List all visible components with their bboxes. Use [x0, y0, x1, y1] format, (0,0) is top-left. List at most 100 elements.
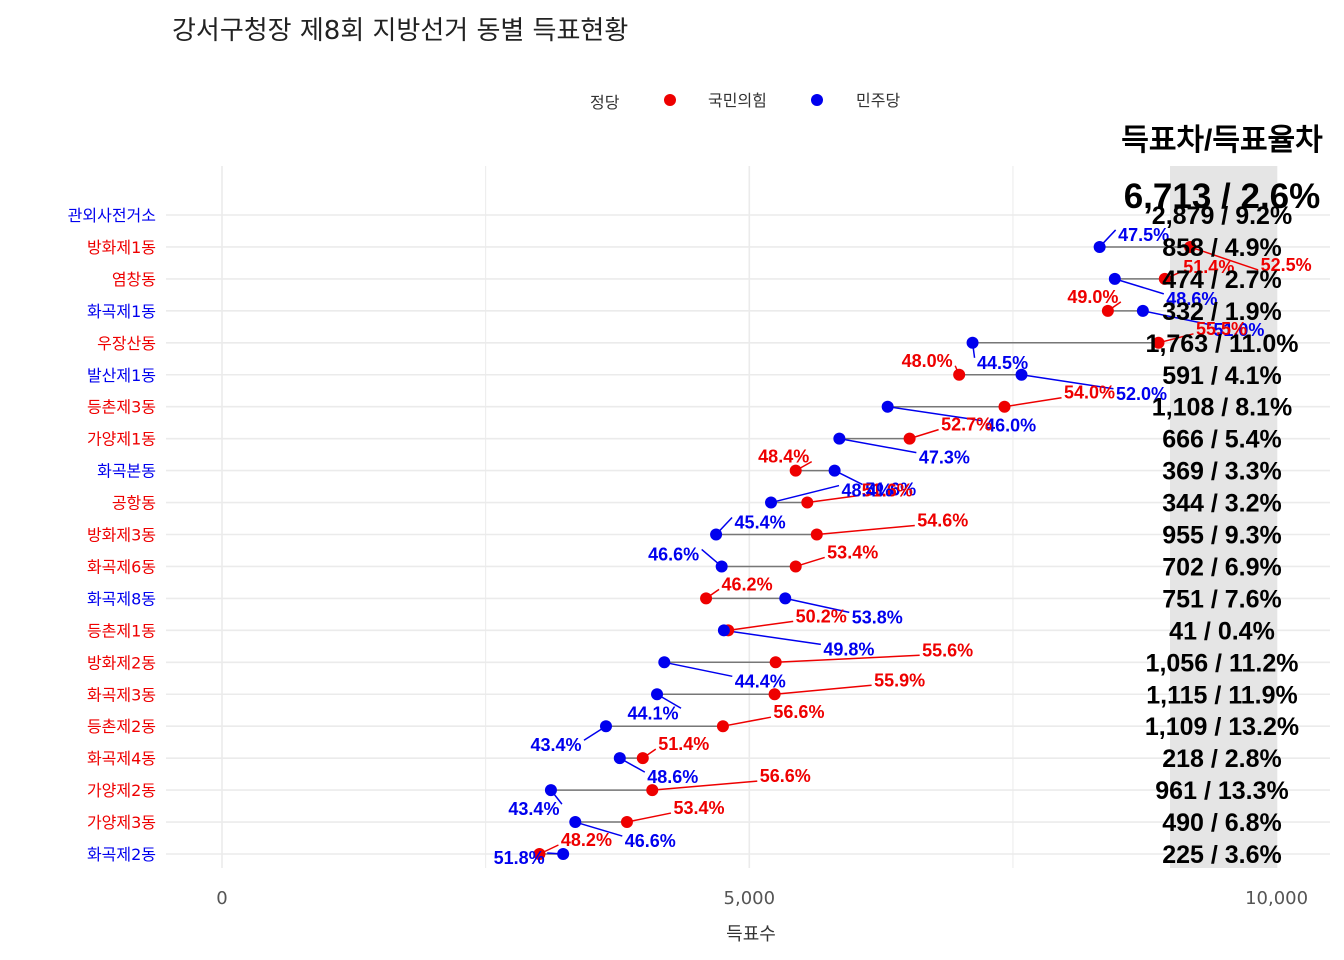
- dem-vote-point: [658, 656, 671, 669]
- dem-vote-point: [557, 848, 570, 860]
- ppp-percent-label: 51.4%: [658, 734, 709, 754]
- gap-label: 344 / 3.2%: [1162, 490, 1282, 518]
- ppp-label-leader: [722, 716, 772, 727]
- dem-percent-label: 51.0%: [1213, 320, 1264, 340]
- gap-label: 858 / 4.9%: [1162, 234, 1282, 262]
- dong-label: 화곡제8동: [87, 589, 156, 608]
- gap-label: 702 / 6.9%: [1162, 553, 1282, 581]
- dem-label-leader: [770, 484, 840, 504]
- ppp-vote-point: [700, 592, 713, 605]
- gap-labels: 2,879 / 9.2% 858 / 4.9% 474 / 2.7% 332 / 1.…: [1145, 202, 1299, 869]
- dem-percent-label: 47.5%: [1118, 225, 1169, 245]
- dong-label: 화곡제6동: [87, 557, 156, 576]
- dem-label-leader: [1114, 278, 1165, 295]
- dem-vote-point: [613, 752, 626, 765]
- gap-label: 1,056 / 11.2%: [1146, 649, 1299, 677]
- dong-label: 관외사전거소: [68, 206, 156, 225]
- ppp-percent-label: 48.0%: [902, 351, 953, 371]
- legend-title: 정당: [590, 93, 620, 112]
- gap-label: 751 / 7.6%: [1162, 585, 1282, 613]
- ppp-label-leader: [652, 780, 758, 791]
- ppp-label-leader: [1158, 333, 1194, 344]
- dem-vote-point: [717, 624, 730, 637]
- ppp-vote-point: [768, 688, 781, 701]
- dem-percent-label: 44.5%: [977, 353, 1028, 373]
- ppp-vote-point: [1184, 240, 1197, 253]
- dong-label: 발산제1동: [87, 366, 156, 385]
- ppp-percent-label: 54.6%: [917, 511, 968, 531]
- dem-label-leader: [887, 405, 983, 422]
- dem-vote-point: [779, 592, 792, 605]
- ppp-vote-point: [646, 784, 659, 797]
- legend-marker-dem: [811, 94, 823, 106]
- ppp-vote-point: [810, 528, 823, 541]
- dem-vote-point: [715, 560, 728, 573]
- dem-percent-label: 43.4%: [530, 735, 581, 755]
- gap-label: 666 / 5.4%: [1162, 426, 1282, 454]
- total-gap-label: 6,713 / 2.6%: [1124, 177, 1321, 216]
- dem-label-leader: [785, 597, 850, 614]
- dong-label: 방화제1동: [87, 238, 156, 257]
- dem-percent-label: 48.6%: [1166, 289, 1217, 309]
- ppp-label-leader: [816, 524, 915, 536]
- ppp-label-leader: [728, 620, 794, 632]
- chart-title: 강서구청장 제8회 지방선거 동별 득표현황: [172, 16, 628, 46]
- gap-label: 1,108 / 8.1%: [1152, 394, 1292, 422]
- dem-vote-point: [1015, 368, 1028, 381]
- ppp-label-leader: [807, 494, 860, 504]
- dem-percent-label: 44.1%: [627, 703, 678, 723]
- dem-vote-point: [881, 400, 894, 413]
- ppp-vote-point: [1158, 272, 1171, 285]
- ppp-percent-label: 55.9%: [874, 670, 925, 690]
- vote-markers: [533, 240, 1197, 860]
- dem-percent-label: 49.8%: [823, 639, 874, 659]
- x-tick-label: 5,000: [724, 888, 776, 909]
- ppp-label-leader: [1189, 246, 1259, 271]
- gap-label: 474 / 2.7%: [1162, 266, 1282, 294]
- dem-vote-point: [1093, 240, 1106, 253]
- ppp-percent-label: 56.6%: [760, 766, 811, 786]
- ppp-vote-point: [636, 752, 649, 765]
- dong-label: 방화제3동: [87, 526, 156, 545]
- dong-label: 가양제3동: [87, 813, 156, 832]
- dong-label: 등촌제1동: [87, 621, 156, 640]
- percent-labels: 45.4% 54.6% 52.5% 47.5% 51.4% 48.6% 49.0% 51.0%…: [494, 225, 1312, 868]
- dem-percent-label: 46.0%: [985, 416, 1036, 436]
- dem-vote-point: [966, 336, 979, 349]
- dong-label: 화곡제4동: [87, 749, 156, 768]
- dong-label: 등촌제2동: [87, 717, 156, 736]
- dong-label: 우장산동: [97, 334, 156, 353]
- dem-label-leader: [575, 821, 623, 837]
- ppp-vote-point: [903, 432, 916, 445]
- dem-percent-label: 46.6%: [648, 544, 699, 564]
- gap-label: 1,109 / 13.2%: [1145, 713, 1299, 741]
- ppp-vote-point: [789, 464, 802, 477]
- dem-label-leader: [839, 437, 917, 454]
- dem-label-leader: [723, 629, 821, 646]
- x-axis-label: 득표수: [726, 924, 776, 945]
- dem-percent-label: 48.4%: [842, 481, 893, 501]
- dem-percent-label: 52.0%: [1116, 384, 1167, 404]
- ppp-percent-label: 55.6%: [922, 640, 973, 660]
- dong-label: 화곡제3동: [87, 685, 156, 704]
- legend-label-dem: 민주당: [856, 91, 900, 110]
- dong-label: 화곡본동: [97, 462, 156, 481]
- ppp-vote-point: [620, 816, 633, 829]
- gap-header: 득표차/득표율차: [1121, 124, 1323, 157]
- ppp-label-leader: [775, 654, 920, 664]
- dem-label-leader: [1142, 310, 1212, 326]
- ppp-percent-label: 46.2%: [722, 574, 773, 594]
- ppp-percent-label: 54.0%: [1064, 383, 1115, 403]
- gap-label: 2,879 / 9.2%: [1152, 202, 1292, 230]
- gap-label: 490 / 6.8%: [1162, 809, 1282, 837]
- ppp-vote-point: [801, 496, 814, 509]
- dem-vote-point: [710, 528, 723, 541]
- dem-vote-point: [828, 464, 841, 477]
- dem-vote-point: [833, 432, 846, 445]
- ppp-percent-label: 51.4%: [1183, 257, 1234, 277]
- ppp-percent-label: 48.4%: [758, 447, 809, 467]
- dem-percent-label: 47.3%: [919, 448, 970, 468]
- dem-vote-point: [569, 816, 582, 829]
- dem-vote-point: [765, 496, 778, 509]
